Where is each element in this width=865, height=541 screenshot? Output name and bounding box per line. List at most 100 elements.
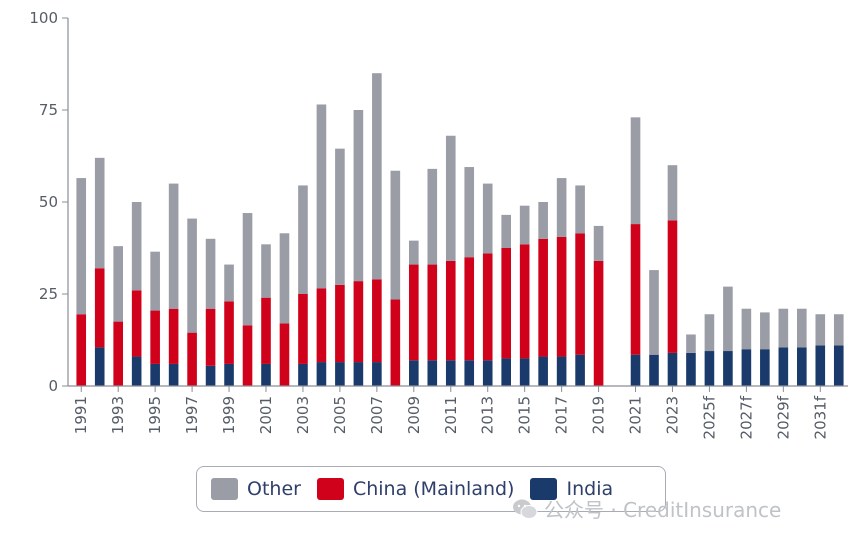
bar-india-2016[interactable] [538,356,548,386]
bar-other-2000[interactable] [242,213,253,326]
bar-other-2008[interactable] [390,170,401,300]
bar-india-2031f[interactable] [815,345,826,386]
bar-china-mainland-1999[interactable] [224,301,234,364]
bar-india-2001[interactable] [261,363,271,386]
bar-china-mainland-2007[interactable] [372,279,382,363]
bar-india-2014[interactable] [501,358,511,386]
bar-other-2006[interactable] [353,110,364,282]
bar-india-2022[interactable] [649,354,659,386]
bar-india-2007[interactable] [372,362,382,386]
bar-other-1992[interactable] [94,157,105,269]
bar-india-2006[interactable] [353,362,364,386]
bar-other-2004[interactable] [316,104,327,289]
bar-india-2026f[interactable] [723,351,733,386]
bar-india-2024f[interactable] [686,352,696,386]
bar-other-2017[interactable] [556,178,567,237]
bar-other-2031f[interactable] [815,314,826,346]
bar-india-2018[interactable] [575,354,585,386]
bar-other-2030f[interactable] [797,308,807,348]
legend-item-china[interactable]: China (Mainland) [316,478,514,500]
bar-other-2022[interactable] [649,270,659,355]
bar-other-1996[interactable] [168,183,179,309]
bar-china-mainland-2000[interactable] [242,325,253,386]
bar-other-2010[interactable] [427,168,438,265]
bar-other-2002[interactable] [279,233,290,324]
bar-other-2028f[interactable] [760,312,770,350]
bar-other-1993[interactable] [113,246,123,322]
bar-china-mainland-1998[interactable] [205,308,216,366]
bar-india-2004[interactable] [316,362,327,386]
bar-china-mainland-2014[interactable] [501,248,511,359]
bar-india-2012[interactable] [464,360,475,386]
bar-india-1996[interactable] [168,363,179,386]
legend-item-other[interactable]: Other [211,478,301,500]
bar-other-1997[interactable] [187,218,197,333]
bar-india-1994[interactable] [131,356,142,386]
bar-china-mainland-1997[interactable] [187,332,197,386]
bar-india-2027f[interactable] [741,349,752,386]
bar-india-2017[interactable] [556,356,567,386]
bar-other-2014[interactable] [501,214,511,248]
bar-china-mainland-2019[interactable] [593,260,604,386]
bar-other-2024f[interactable] [686,334,696,353]
bar-other-2018[interactable] [575,185,585,234]
bar-china-mainland-1992[interactable] [94,268,105,348]
bar-india-2013[interactable] [482,360,493,386]
bar-india-2023[interactable] [667,352,678,386]
bar-china-mainland-2012[interactable] [464,257,475,361]
bar-china-mainland-2016[interactable] [538,238,548,357]
bar-china-mainland-2021[interactable] [630,224,641,355]
legend-item-india[interactable]: India [530,478,613,500]
bar-other-1995[interactable] [150,251,160,311]
bar-other-2019[interactable] [593,225,604,261]
bar-india-2021[interactable] [630,354,641,386]
bar-india-2015[interactable] [519,358,530,386]
bar-other-2021[interactable] [630,117,641,225]
bar-other-2027f[interactable] [741,308,752,350]
bar-china-mainland-2011[interactable] [445,260,456,361]
bar-india-1995[interactable] [150,363,160,386]
bar-other-1994[interactable] [131,202,142,291]
bar-other-2016[interactable] [538,202,548,239]
bar-china-mainland-2017[interactable] [556,236,567,357]
bar-china-mainland-2023[interactable] [667,220,678,353]
bar-other-1998[interactable] [205,238,216,309]
bar-china-mainland-1994[interactable] [131,290,142,357]
bar-india-2028f[interactable] [760,349,770,386]
bar-china-mainland-2013[interactable] [482,253,493,361]
bar-other-1999[interactable] [224,264,234,302]
bar-other-2003[interactable] [298,185,308,294]
bar-india-2011[interactable] [445,360,456,386]
bar-india-1998[interactable] [205,365,216,386]
bar-india-2003[interactable] [298,363,308,386]
bar-china-mainland-2018[interactable] [575,233,585,355]
bar-china-mainland-2006[interactable] [353,281,364,363]
bar-india-2025f[interactable] [704,351,715,386]
bar-other-2012[interactable] [464,167,475,258]
bar-other-1991[interactable] [76,178,87,315]
bar-other-2007[interactable] [372,73,382,280]
bar-china-mainland-1993[interactable] [113,321,123,386]
bar-other-2011[interactable] [445,135,456,261]
bar-india-2005[interactable] [335,362,345,386]
bar-india-2030f[interactable] [797,347,807,386]
bar-india-2029f[interactable] [778,347,789,386]
bar-other-2023[interactable] [667,165,678,221]
bar-china-mainland-2004[interactable] [316,288,327,363]
bar-china-mainland-1995[interactable] [150,310,160,364]
bar-other-2013[interactable] [482,183,493,254]
bar-other-2032f[interactable] [833,314,844,346]
bar-china-mainland-2005[interactable] [335,284,345,363]
bar-india-1992[interactable] [94,347,105,386]
bar-china-mainland-1991[interactable] [76,314,87,386]
bar-other-2026f[interactable] [723,286,733,352]
bar-other-2009[interactable] [409,240,419,265]
bar-other-2005[interactable] [335,148,345,285]
bar-india-2009[interactable] [409,360,419,386]
bar-other-2025f[interactable] [704,314,715,352]
bar-china-mainland-2008[interactable] [390,299,401,386]
bar-china-mainland-2009[interactable] [409,264,419,361]
bar-india-1999[interactable] [224,363,234,386]
bar-india-2010[interactable] [427,360,438,386]
bar-other-2001[interactable] [261,244,271,298]
